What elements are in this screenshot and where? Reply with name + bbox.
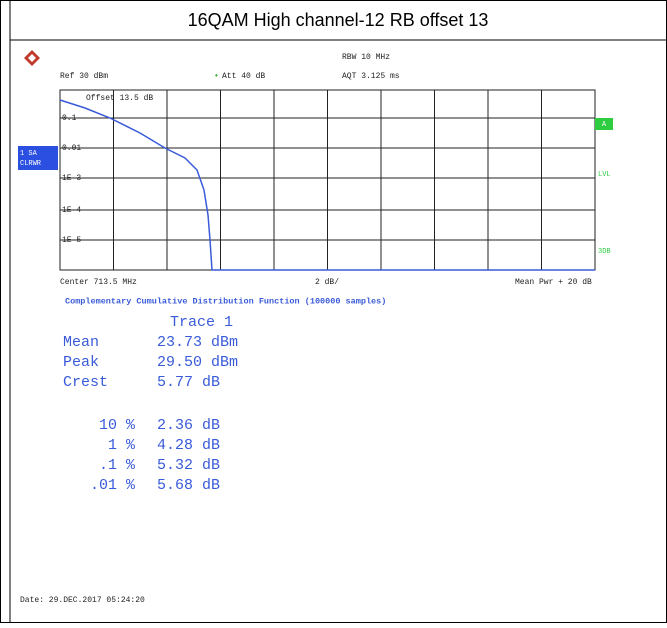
ccdf-curve bbox=[59, 99, 595, 271]
percentile: .01 % bbox=[90, 477, 136, 494]
att: Att 40 dB bbox=[222, 72, 265, 81]
percentile-value: 2.36 dB bbox=[157, 417, 220, 434]
rbw: RBW 10 MHz bbox=[342, 53, 390, 62]
date: Date: 29.DEC.2017 05:24:20 bbox=[20, 596, 145, 605]
grid bbox=[59, 89, 596, 271]
percentile-value: 5.68 dB bbox=[157, 477, 220, 494]
result-name: Mean bbox=[63, 334, 99, 351]
trace-box bbox=[18, 146, 58, 170]
percentile: .1 % bbox=[99, 457, 136, 474]
percentile: 1 % bbox=[108, 437, 136, 454]
y-label: 0.01 bbox=[62, 144, 81, 153]
trace: Trace 1 bbox=[170, 314, 233, 331]
ref: Ref 30 dBm bbox=[60, 72, 108, 81]
percentile: 10 % bbox=[99, 417, 136, 434]
y-label: 1E-4 bbox=[62, 206, 81, 215]
lvl-label: LVL bbox=[598, 171, 611, 179]
y-label: 0.1 bbox=[62, 114, 77, 123]
offset: Offset 13.5 dB bbox=[86, 94, 153, 103]
result-name: Peak bbox=[63, 354, 99, 371]
att-dot: • bbox=[214, 72, 219, 81]
a-label: A bbox=[602, 121, 607, 129]
a-box bbox=[595, 118, 613, 130]
scale: 2 dB/ bbox=[315, 278, 339, 287]
3db-label: 3DB bbox=[598, 248, 611, 256]
logo bbox=[24, 50, 40, 66]
y-label: 1E-3 bbox=[62, 174, 81, 183]
result-value: 29.50 dBm bbox=[157, 354, 238, 371]
result-value: 5.77 dB bbox=[157, 374, 220, 391]
ccdf-title: Complementary Cumulative Distribution Fu… bbox=[65, 296, 386, 306]
percentile-value: 5.32 dB bbox=[157, 457, 220, 474]
trace-box-line: CLRWR bbox=[20, 160, 42, 168]
trace-box-line: 1 SA bbox=[20, 150, 38, 158]
result-name: Crest bbox=[63, 374, 108, 391]
center: Center 713.5 MHz bbox=[60, 278, 137, 287]
percentile-value: 4.28 dB bbox=[157, 437, 220, 454]
result-value: 23.73 dBm bbox=[157, 334, 238, 351]
header-title: 16QAM High channel-12 RB offset 13 bbox=[188, 10, 489, 30]
aqt: AQT 3.125 ms bbox=[342, 72, 400, 81]
mean-pwr: Mean Pwr + 20 dB bbox=[515, 278, 592, 287]
y-label: 1E-5 bbox=[62, 236, 81, 245]
